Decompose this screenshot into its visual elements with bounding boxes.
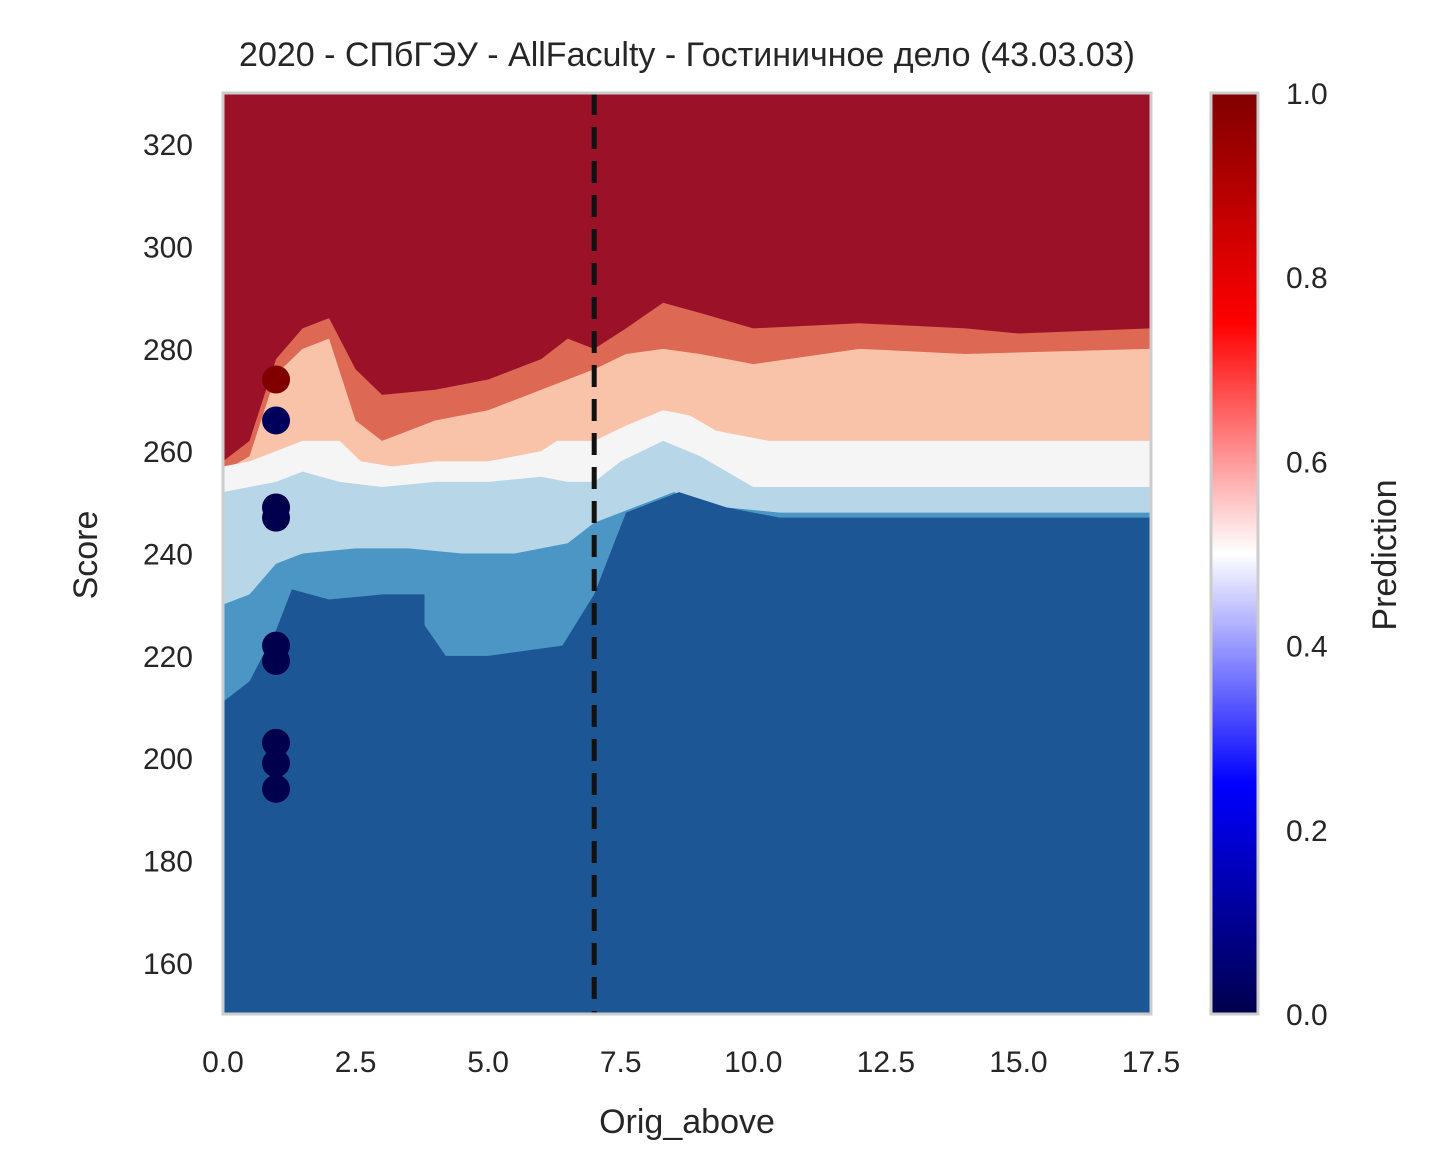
- y-tick-label: 220: [143, 641, 193, 674]
- data-point: [262, 646, 291, 675]
- y-axis-label: Score: [67, 511, 105, 600]
- colorbar-label: Prediction: [1366, 479, 1404, 630]
- colorbar-tick-label: 0.0: [1286, 999, 1328, 1032]
- data-point: [262, 503, 291, 532]
- x-axis-label: Orig_above: [599, 1103, 775, 1141]
- contour-band: [223, 492, 1151, 1014]
- colorbar: 0.0 0.2 0.4 0.6 0.8 1.0 Prediction: [1209, 78, 1404, 1032]
- y-tick-label: 200: [143, 743, 193, 776]
- data-point: [262, 365, 291, 394]
- x-tick-label: 17.5: [1122, 1046, 1180, 1079]
- x-axis-ticks: 0.0 2.5 5.0 7.5 10.0 12.5 15.0 17.5: [202, 1046, 1180, 1079]
- y-axis-ticks: 160 180 200 220 240 260 280 300 320: [143, 129, 193, 981]
- x-tick-label: 0.0: [202, 1046, 244, 1079]
- plot-area: [223, 93, 1151, 1014]
- data-point: [262, 406, 291, 435]
- contour-bands: [223, 93, 1151, 1014]
- colorbar-tick-label: 0.2: [1286, 815, 1328, 848]
- x-tick-label: 12.5: [857, 1046, 915, 1079]
- y-tick-label: 240: [143, 539, 193, 572]
- x-tick-label: 7.5: [600, 1046, 642, 1079]
- x-tick-label: 2.5: [335, 1046, 377, 1079]
- data-point: [262, 728, 291, 757]
- colorbar-ticks: 0.0 0.2 0.4 0.6 0.8 1.0: [1286, 78, 1328, 1032]
- colorbar-tick-label: 0.8: [1286, 262, 1328, 295]
- x-tick-label: 15.0: [989, 1046, 1047, 1079]
- y-tick-label: 180: [143, 846, 193, 879]
- y-tick-label: 300: [143, 232, 193, 265]
- data-point: [262, 774, 291, 803]
- y-tick-label: 160: [143, 948, 193, 981]
- y-tick-label: 320: [143, 129, 193, 162]
- x-tick-label: 10.0: [724, 1046, 782, 1079]
- y-tick-label: 280: [143, 334, 193, 367]
- colorbar-gradient: [1209, 91, 1260, 1016]
- plot-frame: [221, 91, 1153, 1016]
- y-tick-label: 260: [143, 436, 193, 469]
- data-point: [262, 749, 291, 778]
- colorbar-tick-label: 0.4: [1286, 631, 1328, 664]
- colorbar-tick-label: 0.6: [1286, 446, 1328, 479]
- chart-title: 2020 - СПбГЭУ - AllFaculty - Гостиничное…: [239, 36, 1135, 74]
- x-tick-label: 5.0: [467, 1046, 509, 1079]
- colorbar-tick-label: 1.0: [1286, 78, 1328, 111]
- scatter-points: [262, 365, 291, 803]
